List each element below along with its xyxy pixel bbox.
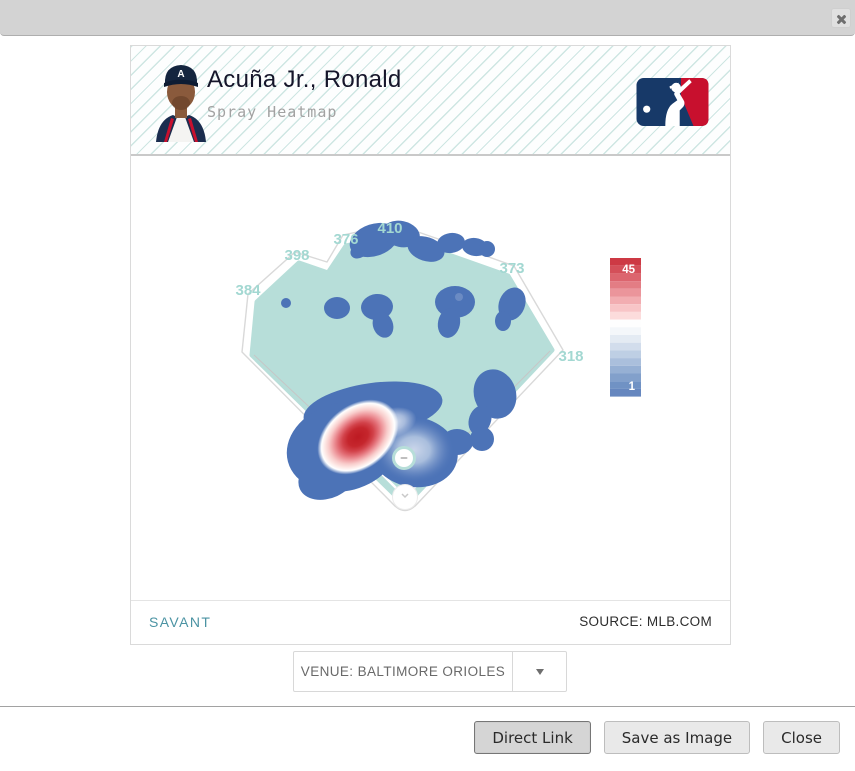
home-plate	[392, 484, 418, 510]
outfield-fence-outline	[241, 223, 564, 512]
card-footer: SAVANT SOURCE: MLB.COM	[131, 600, 730, 642]
venue-dropdown[interactable]: VENUE: BALTIMORE ORIOLES	[293, 651, 567, 692]
legend-max: 45	[622, 264, 635, 276]
title-block: Acuña Jr., Ronald Spray Heatmap	[207, 66, 402, 121]
density-blobs-high	[317, 399, 454, 483]
mlb-logo-icon	[636, 78, 709, 126]
field-svg: 384 398 376 410 373 318	[235, 220, 641, 512]
marker-373: 373	[499, 260, 524, 277]
close-button[interactable]: Close	[763, 721, 840, 754]
dialog-action-bar: Direct Link Save as Image Close	[0, 706, 855, 771]
spray-heatmap-chart: 384 398 376 410 373 318	[131, 156, 730, 600]
legend-color-scale: 45 1	[610, 258, 641, 397]
close-dialog-button[interactable]	[831, 8, 851, 28]
card-subtitle: Spray Heatmap	[207, 103, 338, 121]
caret-down-icon	[535, 668, 544, 675]
legend-min: 1	[629, 381, 636, 393]
marker-376: 376	[333, 231, 358, 248]
savant-brand: SAVANT	[149, 613, 212, 630]
venue-dropdown-caret-button[interactable]	[512, 652, 566, 691]
venue-dropdown-value: VENUE: BALTIMORE ORIOLES	[300, 664, 506, 679]
marker-384: 384	[235, 282, 261, 299]
direct-link-button[interactable]: Direct Link	[474, 721, 591, 754]
card-header: A Acuña Jr., Ronald Spray Heatmap	[131, 46, 730, 156]
marker-398: 398	[284, 247, 309, 264]
marker-410: 410	[377, 220, 402, 237]
svg-text:A: A	[177, 69, 184, 80]
distance-markers: 384 398 376 410 373 318	[235, 220, 583, 365]
marker-318: 318	[558, 348, 583, 365]
save-as-image-button[interactable]: Save as Image	[603, 721, 751, 754]
spray-heatmap-card: A Acuña Jr., Ronald Spray Heatmap	[130, 45, 731, 645]
source-label: SOURCE: MLB.COM	[579, 614, 712, 629]
dialog-titlebar	[0, 0, 855, 36]
player-name: Acuña Jr., Ronald	[207, 66, 402, 93]
pitchers-mound	[392, 446, 416, 470]
density-blob-inner	[455, 293, 463, 301]
player-headshot: A	[156, 65, 206, 142]
